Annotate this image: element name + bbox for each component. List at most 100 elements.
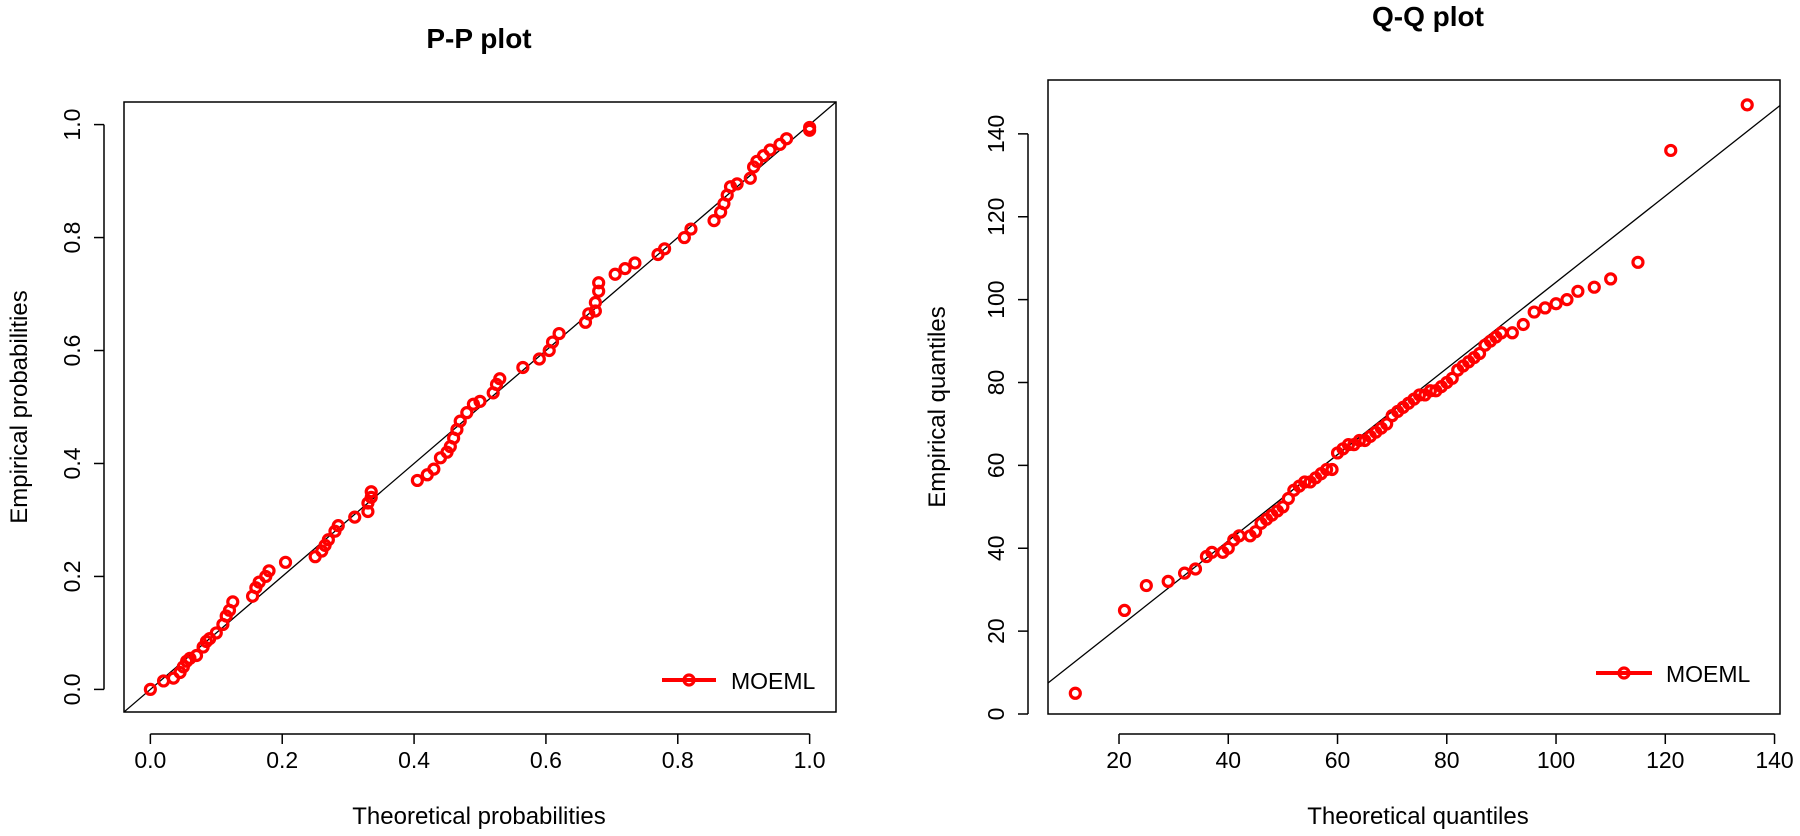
pp-y-tick-label: 1.0 bbox=[59, 109, 85, 141]
qq-data-point bbox=[1232, 529, 1246, 543]
qq-x-tick-label: 120 bbox=[1646, 747, 1684, 773]
pp-data-point bbox=[684, 222, 698, 236]
qq-data-point bbox=[1631, 255, 1645, 269]
qq-data-point bbox=[1494, 326, 1509, 340]
qq-legend-marker bbox=[1617, 666, 1631, 680]
pp-data-point bbox=[493, 372, 507, 386]
qq-axes: 20 40 60 80 100 120 140 0 20 40 60 80 100 120 140 bbox=[983, 115, 1794, 773]
qq-data-point bbox=[1560, 293, 1574, 307]
pp-data-point bbox=[331, 519, 345, 533]
qq-x-tick-label: 40 bbox=[1215, 747, 1241, 773]
pp-data-point bbox=[473, 394, 487, 408]
pp-data-point bbox=[532, 352, 546, 366]
pp-data-point bbox=[364, 485, 378, 499]
pp-x-tick-label: 0.2 bbox=[266, 747, 298, 773]
qq-data-point bbox=[1571, 284, 1585, 298]
pp-data-point bbox=[803, 120, 817, 135]
pp-y-tick-label: 0.4 bbox=[59, 447, 85, 479]
pp-data-point bbox=[657, 242, 672, 256]
pp-data-point bbox=[763, 143, 777, 157]
qq-data-point bbox=[1139, 578, 1153, 593]
pp-data-point bbox=[608, 267, 622, 281]
pp-data-point bbox=[628, 256, 642, 270]
pp-legend: MOEML bbox=[662, 668, 816, 694]
pp-data-point bbox=[618, 262, 632, 276]
qq-y-tick-label: 0 bbox=[983, 708, 1009, 721]
qq-data-point bbox=[1549, 297, 1563, 311]
pp-data-point bbox=[427, 462, 441, 476]
pp-legend-label: MOEML bbox=[731, 668, 816, 694]
pp-axes: 0.0 0.2 0.4 0.6 0.8 1.0 0.0 0.2 0.4 0.6 0.8 1.0 bbox=[59, 109, 826, 773]
pp-x-tick-label: 0.6 bbox=[530, 747, 562, 773]
qq-data-point bbox=[1516, 317, 1530, 332]
pp-data-point bbox=[143, 682, 157, 697]
pp-data-point bbox=[592, 276, 606, 290]
qq-y-tick-label: 120 bbox=[983, 198, 1009, 236]
qq-data-point bbox=[1319, 462, 1334, 477]
pp-data-point bbox=[707, 214, 721, 228]
pp-data-point bbox=[262, 564, 276, 578]
qq-x-tick-label: 60 bbox=[1325, 747, 1351, 773]
pp-y-tick-label: 0.0 bbox=[59, 673, 85, 705]
qq-data-point bbox=[1538, 301, 1552, 315]
qq-x-tick-label: 80 bbox=[1434, 747, 1460, 773]
pp-plot-title: P-P plot bbox=[426, 23, 531, 54]
pp-y-tick-label: 0.6 bbox=[59, 335, 85, 367]
pp-data-point bbox=[209, 626, 223, 640]
qq-plot-panel: Q-Q plot Theoretical quantiles Empirical… bbox=[924, 1, 1794, 830]
pp-data-point bbox=[516, 360, 530, 375]
pp-legend-marker bbox=[682, 673, 696, 687]
pp-data-point bbox=[226, 595, 240, 609]
pp-data-point bbox=[723, 180, 738, 194]
qq-data-point bbox=[1298, 475, 1312, 489]
qq-y-tick-label: 40 bbox=[983, 535, 1009, 561]
qq-x-tick-label: 20 bbox=[1106, 747, 1132, 773]
qq-plot-title: Q-Q plot bbox=[1372, 1, 1484, 32]
pp-data-point bbox=[743, 171, 757, 185]
qq-data-point bbox=[1664, 143, 1678, 158]
pp-data-point bbox=[545, 335, 560, 349]
pp-x-tick-label: 0.0 bbox=[134, 747, 166, 773]
pp-data-point bbox=[588, 295, 602, 310]
qq-data-point bbox=[1341, 438, 1356, 452]
pp-data-point bbox=[189, 648, 204, 663]
pp-data-point bbox=[364, 490, 378, 504]
qq-data-point bbox=[1505, 326, 1519, 340]
qq-data-point bbox=[1527, 305, 1541, 319]
qq-x-tick-label: 140 bbox=[1755, 747, 1793, 773]
qq-data-point bbox=[1188, 562, 1203, 576]
qq-data-point bbox=[1740, 98, 1754, 112]
qq-y-tick-label: 140 bbox=[983, 115, 1009, 153]
pp-x-tick-label: 0.8 bbox=[662, 747, 694, 773]
pp-data-point bbox=[183, 651, 197, 665]
pp-data-point bbox=[730, 177, 744, 191]
qq-y-axis-label: Empirical quantiles bbox=[924, 306, 951, 507]
qq-y-tick-label: 20 bbox=[983, 618, 1009, 644]
pp-x-tick-label: 1.0 bbox=[794, 747, 826, 773]
qq-y-tick-label: 80 bbox=[983, 370, 1009, 396]
qq-data-point bbox=[1117, 603, 1132, 618]
qq-legend: MOEML bbox=[1596, 661, 1751, 687]
qq-data-point bbox=[1587, 280, 1601, 294]
pp-data-point bbox=[348, 510, 362, 524]
qq-x-axis-label: Theoretical quantiles bbox=[1307, 803, 1528, 830]
qq-data-point bbox=[1325, 462, 1339, 477]
pp-data-point bbox=[779, 132, 794, 146]
pp-plot-frame bbox=[123, 101, 837, 713]
qq-data-point bbox=[1205, 545, 1219, 559]
pp-data-point bbox=[460, 406, 474, 420]
qq-data-point bbox=[1604, 272, 1618, 286]
pp-y-tick-label: 0.2 bbox=[59, 560, 85, 592]
pp-data-point bbox=[582, 307, 596, 321]
qq-plot-frame bbox=[1047, 79, 1781, 715]
pp-plot-panel: P-P plot Theoretical probabilities Empir… bbox=[6, 23, 837, 830]
qq-data-point bbox=[1423, 384, 1437, 398]
pp-data-point bbox=[410, 473, 424, 488]
pp-data-point bbox=[321, 533, 335, 547]
pp-data-point bbox=[453, 414, 467, 428]
pp-x-tick-label: 0.4 bbox=[398, 747, 430, 773]
pp-x-axis-label: Theoretical probabilities bbox=[352, 803, 605, 830]
qq-x-tick-label: 100 bbox=[1537, 747, 1575, 773]
pp-y-tick-label: 0.8 bbox=[59, 222, 85, 254]
